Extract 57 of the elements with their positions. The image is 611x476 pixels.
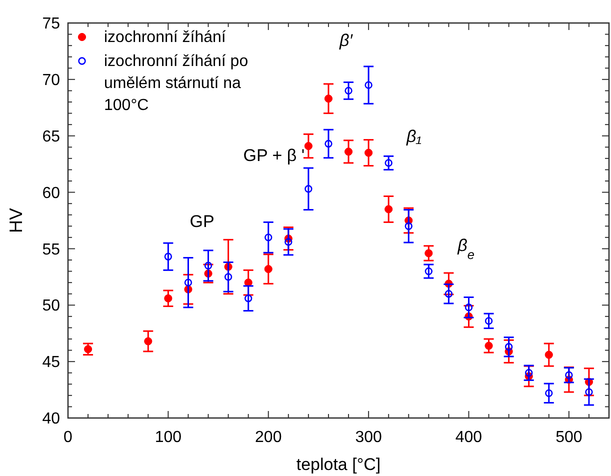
point — [224, 273, 232, 281]
point — [184, 278, 192, 286]
x-tick-label: 400 — [455, 429, 482, 446]
y-tick-label: 65 — [42, 128, 60, 146]
point — [585, 388, 593, 396]
point — [344, 86, 352, 95]
point — [484, 317, 493, 325]
y-tick-label: 75 — [42, 16, 60, 33]
point — [164, 252, 172, 260]
y-tick-label: 70 — [42, 72, 60, 90]
point — [404, 222, 412, 230]
point — [424, 267, 433, 276]
legend-label: izochronní žíhání po umělém stárnutí na 100°C — [104, 53, 248, 114]
point — [364, 81, 372, 89]
point — [164, 294, 172, 302]
annotation: GP + β ' — [243, 146, 305, 165]
point — [424, 249, 433, 258]
point — [144, 337, 152, 346]
point — [304, 142, 312, 150]
point — [244, 294, 252, 302]
x-tick-label: 500 — [556, 429, 582, 446]
y-tick-label: 40 — [42, 410, 60, 428]
x-tick-label: 100 — [154, 429, 182, 446]
annotation: β′ — [338, 30, 354, 50]
point — [444, 290, 453, 298]
point — [324, 94, 333, 103]
point — [204, 262, 212, 270]
point — [464, 304, 473, 312]
point — [284, 238, 292, 246]
point — [264, 234, 272, 242]
y-tick-label: 55 — [42, 241, 60, 258]
annotation: β₁ — [405, 126, 422, 146]
point — [545, 389, 553, 398]
point — [525, 369, 533, 377]
x-tick-label: 0 — [64, 429, 73, 446]
y-tick-label: 45 — [42, 354, 60, 372]
legend-label: izochronní žíhání — [104, 29, 226, 46]
point — [364, 148, 373, 157]
point — [344, 148, 353, 156]
point — [484, 342, 493, 350]
x-axis-title: teplota [°C] — [296, 455, 381, 474]
point — [565, 371, 573, 379]
point — [324, 140, 332, 148]
annotation: β$_{e}$ — [456, 236, 474, 262]
y-tick-label: 50 — [42, 298, 60, 315]
point — [504, 343, 513, 351]
point — [544, 350, 553, 359]
point — [264, 264, 272, 274]
point — [384, 205, 393, 214]
x-tick-label: 200 — [255, 429, 282, 446]
annotation: GP — [190, 212, 214, 231]
point — [304, 185, 312, 193]
point — [384, 159, 392, 167]
point — [84, 345, 92, 354]
y-tick-label: 60 — [42, 184, 60, 202]
x-tick-label: 300 — [355, 429, 382, 446]
y-axis-title: HV — [6, 208, 26, 234]
